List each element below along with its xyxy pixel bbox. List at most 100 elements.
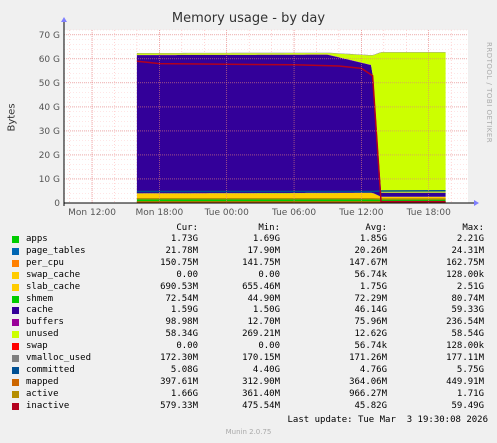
legend-swatch <box>12 271 19 279</box>
y-tick-label: 30 G <box>39 127 60 137</box>
legend-cur-value: 0.00 <box>176 269 198 280</box>
legend-min-value: 655.46M <box>242 281 280 292</box>
legend-swatch <box>12 247 19 255</box>
last-update-text: Last update: Tue Mar 3 19:30:08 2026 <box>287 415 488 425</box>
legend-min-value: 269.21M <box>242 329 280 340</box>
legend-max-value: 5.75G <box>456 364 484 375</box>
legend-min-value: 0.00 <box>258 341 280 352</box>
legend-max-value: 128.00k <box>446 269 484 280</box>
legend-swatch <box>12 390 19 398</box>
legend-row-cache: cache 1.59G 1.50G 46.14G 59.33G <box>12 305 492 316</box>
legend-header-max: Max: <box>462 223 484 233</box>
legend-name: buffers <box>26 317 64 328</box>
legend-cur-value: 72.54M <box>165 293 198 304</box>
legend-swatch <box>12 236 19 243</box>
legend-max-value: 236.54M <box>446 317 484 328</box>
legend-swatch <box>12 295 19 303</box>
legend-avg-value: 72.29M <box>354 293 387 304</box>
legend-swatch <box>12 366 19 374</box>
y-tick-label: 40 G <box>39 103 60 113</box>
legend-name: shmem <box>26 293 54 304</box>
y-axis-arrow <box>61 17 67 22</box>
legend-min-value: 1.50G <box>252 305 280 316</box>
legend-avg-value: 12.62G <box>354 329 387 340</box>
legend-min-value: 17.90M <box>247 245 280 256</box>
legend-min-value: 4.40G <box>252 364 280 375</box>
legend-row-unused: unused 58.34G 269.21M 12.62G 58.54G <box>12 329 492 340</box>
legend-header-cur: Cur: <box>176 223 198 233</box>
legend-row-slab-cache: slab_cache 690.53M 655.46M 1.75G 2.51G <box>12 282 492 293</box>
chart-title: Memory usage - by day <box>171 11 326 26</box>
legend-max-value: 59.49G <box>451 400 484 411</box>
legend-swatch <box>12 319 19 327</box>
legend-swatch <box>12 331 19 339</box>
legend-swatch <box>12 343 19 351</box>
legend-row-inactive: inactive 579.33M 475.54M 45.82G 59.49G <box>12 401 492 412</box>
legend-max-value: 128.00k <box>446 341 484 352</box>
legend-row-active: active 1.66G 361.40M 966.27M 1.71G <box>12 389 492 400</box>
legend-row-shmem: shmem 72.54M 44.90M 72.29M 80.74M <box>12 294 492 305</box>
legend-cur-value: 5.08G <box>170 364 198 375</box>
legend-avg-value: 966.27M <box>349 388 387 399</box>
legend-max-value: 2.51G <box>456 281 484 292</box>
legend-min-value: 361.40M <box>242 388 280 399</box>
legend-row-per-cpu: per_cpu 150.75M 141.75M 147.67M 162.75M <box>12 258 492 269</box>
legend-avg-value: 364.06M <box>349 376 387 387</box>
legend-max-value: 58.54G <box>451 329 484 340</box>
y-tick-label: 0 <box>54 199 60 209</box>
legend-name: mapped <box>26 376 59 387</box>
legend-cur-value: 21.78M <box>165 245 198 256</box>
legend-name: apps <box>26 234 48 244</box>
y-tick-label: 70 G <box>39 31 60 41</box>
legend-row-committed: committed 5.08G 4.40G 4.76G 5.75G <box>12 365 492 376</box>
x-tick-label: Tue 18:00 <box>406 208 451 218</box>
legend-swatch <box>12 307 19 315</box>
legend-cur-value: 1.66G <box>170 388 198 399</box>
legend-min-value: 44.90M <box>247 293 280 304</box>
legend-max-value: 1.71G <box>456 388 484 399</box>
x-axis-arrow <box>474 200 479 206</box>
legend-row-buffers: buffers 98.98M 12.70M 75.96M 236.54M <box>12 317 492 328</box>
legend-avg-value: 46.14G <box>354 305 387 316</box>
legend-name: page_tables <box>26 245 86 256</box>
legend-cur-value: 397.61M <box>160 376 198 387</box>
legend-row-swap: swap 0.00 0.00 56.74k 128.00k <box>12 341 492 352</box>
legend-row-swap-cache: swap_cache 0.00 0.00 56.74k 128.00k <box>12 270 492 281</box>
legend-cur-value: 98.98M <box>165 317 198 328</box>
legend-cur-value: 172.30M <box>160 353 198 363</box>
legend-max-value: 177.11M <box>446 353 484 363</box>
legend-max-value: 162.75M <box>446 257 484 268</box>
legend-min-value: 0.00 <box>258 269 280 280</box>
area-cache <box>136 54 446 197</box>
legend-name: per_cpu <box>26 257 64 268</box>
legend-avg-value: 75.96M <box>354 317 387 328</box>
legend-cur-value: 1.73G <box>170 234 198 244</box>
legend-max-value: 2.21G <box>456 234 484 244</box>
legend-max-value: 24.31M <box>451 245 484 256</box>
legend-avg-value: 1.85G <box>359 234 387 244</box>
legend-max-value: 449.91M <box>446 376 484 387</box>
legend-swatch <box>12 259 19 267</box>
legend-swatch <box>12 283 19 291</box>
legend-name: swap_cache <box>26 269 81 280</box>
legend-max-value: 59.33G <box>451 305 484 316</box>
area-slab-cache <box>136 193 446 199</box>
munin-version-text: Munin 2.0.75 <box>225 428 272 436</box>
legend-avg-value: 20.26M <box>354 245 387 256</box>
legend-name: committed <box>26 364 75 375</box>
area-vmalloc-used <box>136 52 446 56</box>
legend-min-value: 170.15M <box>242 353 280 363</box>
line-inactive <box>136 60 446 203</box>
legend-name: slab_cache <box>26 281 81 292</box>
y-tick-label: 50 G <box>39 79 60 89</box>
legend-min-value: 475.54M <box>242 400 280 411</box>
legend-row-page-tables: page_tables 21.78M 17.90M 20.26M 24.31M <box>12 246 492 257</box>
legend-swatch <box>12 402 19 410</box>
legend-cur-value: 58.34G <box>165 329 198 340</box>
legend-avg-value: 171.26M <box>349 353 387 363</box>
legend-max-value: 80.74M <box>451 293 484 304</box>
legend-avg-value: 147.67M <box>349 257 387 268</box>
legend-swatch <box>12 355 19 362</box>
